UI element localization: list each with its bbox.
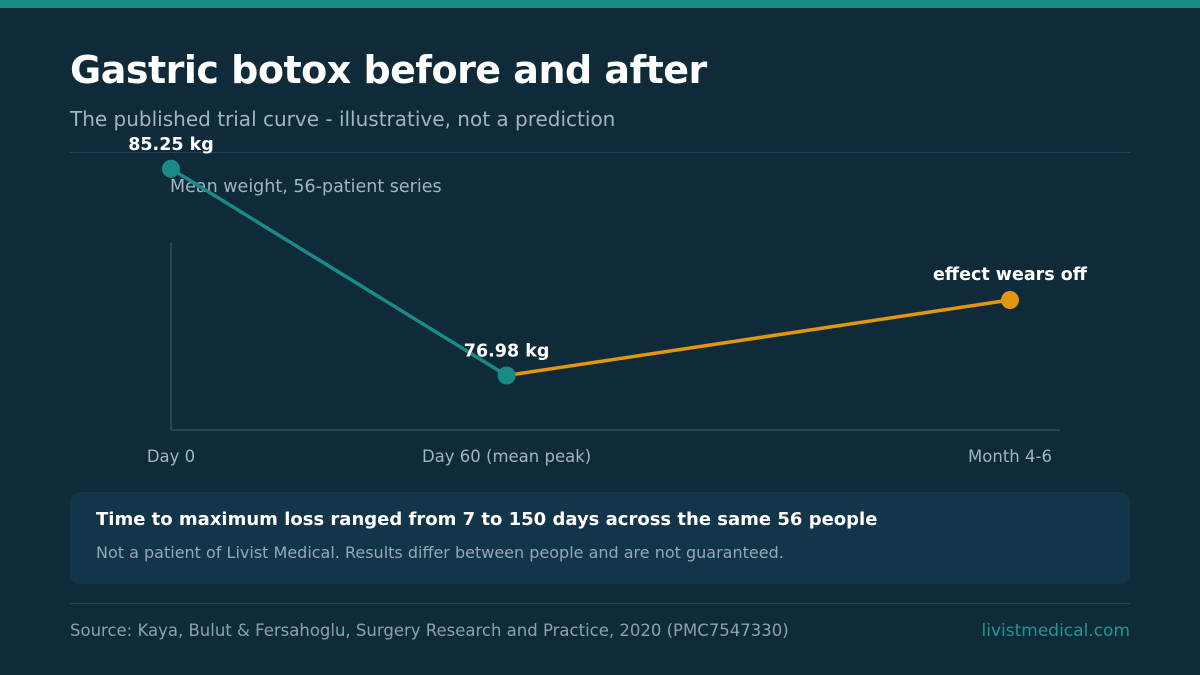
header-divider xyxy=(70,152,1130,153)
disclaimer-note: Not a patient of Livist Medical. Results… xyxy=(96,543,784,562)
source-citation: Source: Kaya, Bulut & Fersahoglu, Surger… xyxy=(70,621,789,640)
page-title: Gastric botox before and after xyxy=(70,48,707,92)
callout-panel: Time to maximum loss ranged from 7 to 15… xyxy=(70,492,1130,584)
x-tick-label-3: Month 4-6 xyxy=(968,447,1052,466)
data-point-1 xyxy=(162,159,180,178)
callout-title: Time to maximum loss ranged from 7 to 15… xyxy=(96,509,878,530)
top-accent-bar xyxy=(0,0,1200,8)
data-label-2: 76.98 kg xyxy=(464,342,550,362)
x-tick-label-2: Day 60 (mean peak) xyxy=(422,447,591,466)
chart-title: Mean weight, 56-patient series xyxy=(170,177,442,197)
x-tick-label-1: Day 0 xyxy=(147,447,195,466)
data-point-3 xyxy=(1001,291,1019,309)
website-link[interactable]: livistmedical.com xyxy=(981,621,1130,641)
data-label-3: effect wears off xyxy=(933,265,1088,285)
series-line-1 xyxy=(169,167,509,378)
data-point-2 xyxy=(497,366,516,385)
footer-divider xyxy=(70,603,1130,604)
data-label-1: 85.25 kg xyxy=(128,135,214,155)
series-line-2 xyxy=(504,298,1012,378)
page-subtitle: The published trial curve - illustrative… xyxy=(70,107,616,131)
